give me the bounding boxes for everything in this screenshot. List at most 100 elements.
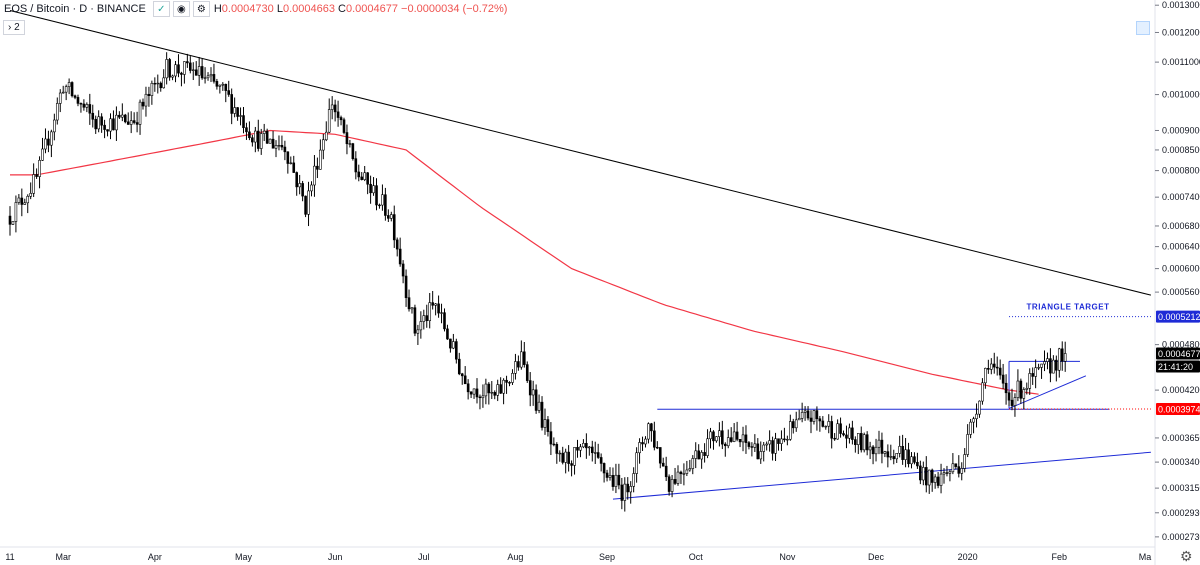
candle-body — [783, 438, 786, 441]
candle — [398, 237, 402, 267]
candle-body — [907, 449, 910, 465]
candle — [242, 107, 245, 134]
candle — [372, 177, 375, 196]
settings-icon[interactable]: ⚙ — [192, 1, 210, 17]
candle — [221, 82, 225, 91]
candle-body — [304, 195, 307, 215]
candle — [797, 409, 801, 421]
candle — [528, 372, 532, 407]
candle-body — [469, 391, 473, 395]
candle-body — [620, 484, 624, 501]
candle — [73, 94, 77, 100]
candle — [783, 427, 786, 443]
candle — [274, 140, 278, 158]
candle-body — [106, 129, 109, 132]
candle — [32, 163, 35, 198]
candle — [865, 431, 869, 456]
candle — [109, 113, 112, 140]
candle-body — [898, 445, 901, 454]
candle-body — [1043, 361, 1046, 365]
candle-body — [239, 115, 242, 117]
candle — [877, 430, 881, 455]
candle-body — [316, 165, 319, 170]
candle — [41, 137, 44, 161]
candle-body — [197, 66, 201, 76]
candle-body — [732, 431, 736, 442]
candle-body — [277, 144, 281, 147]
candle-body — [664, 465, 668, 478]
candle-body — [206, 75, 210, 79]
candle — [262, 123, 266, 142]
candle-body — [777, 438, 780, 444]
check-icon[interactable]: ✓ — [152, 1, 170, 17]
candle — [76, 94, 80, 107]
candle — [892, 449, 896, 465]
candle — [455, 338, 458, 364]
time-tick-label: Dec — [868, 552, 885, 562]
candle-body — [561, 452, 565, 463]
moving-average-line — [10, 129, 1039, 395]
candle — [889, 444, 893, 461]
candle-body — [413, 307, 417, 334]
candle — [706, 429, 709, 459]
candle — [656, 441, 659, 450]
price-tick-label: 0.0011000 — [1162, 57, 1200, 67]
candle-body — [667, 476, 671, 492]
object-tree-icon[interactable] — [1136, 21, 1150, 35]
candle — [431, 290, 434, 310]
candle — [945, 465, 949, 477]
candle-body — [384, 194, 387, 216]
candle — [484, 378, 488, 405]
candle — [880, 432, 884, 464]
candle-body — [322, 139, 325, 151]
candle-body — [265, 130, 269, 144]
candle-body — [987, 367, 990, 370]
candle — [848, 423, 851, 444]
candle-body — [922, 467, 925, 481]
candle — [53, 113, 56, 141]
candle-body — [191, 69, 195, 71]
candle — [236, 107, 239, 121]
candle-body — [644, 438, 647, 445]
candle-body — [35, 174, 38, 177]
candle-body — [345, 132, 349, 145]
candle-body — [475, 388, 479, 398]
candle-body — [599, 457, 603, 464]
candle — [735, 421, 739, 442]
candle — [121, 103, 124, 122]
chart-settings-gear-icon[interactable]: ⚙ — [1180, 548, 1193, 564]
candle — [233, 97, 236, 118]
candle-body — [789, 421, 792, 440]
candle-body — [933, 476, 937, 483]
candle-body — [688, 468, 692, 471]
candle-body — [582, 443, 585, 448]
candle-body — [490, 392, 494, 394]
candle-body — [626, 483, 630, 493]
candle-body — [339, 117, 343, 121]
candle-body — [762, 444, 766, 452]
candle-body — [747, 442, 751, 447]
eye-icon[interactable]: ◉ — [172, 1, 190, 17]
candle — [741, 426, 745, 452]
collapse-indicators-button[interactable]: › 2 — [3, 20, 25, 35]
candle-body — [673, 479, 677, 484]
candle — [1025, 382, 1029, 395]
time-axis[interactable]: 11 Mar Apr May Jun Jul Aug Sep Oct Nov Dec 2020 Feb M… — [0, 546, 1155, 562]
candle-body — [984, 367, 987, 384]
candle — [79, 102, 83, 113]
candle-body — [700, 452, 703, 460]
candle — [425, 304, 429, 328]
candle — [786, 435, 789, 446]
candle — [153, 77, 157, 92]
candle-body — [460, 373, 464, 377]
candle-body — [109, 118, 112, 132]
candle — [647, 422, 650, 444]
candle-body — [502, 379, 505, 394]
candle-body — [913, 456, 916, 463]
symbol-label[interactable]: EOS / Bitcoin · D · BINANCE — [4, 3, 146, 15]
